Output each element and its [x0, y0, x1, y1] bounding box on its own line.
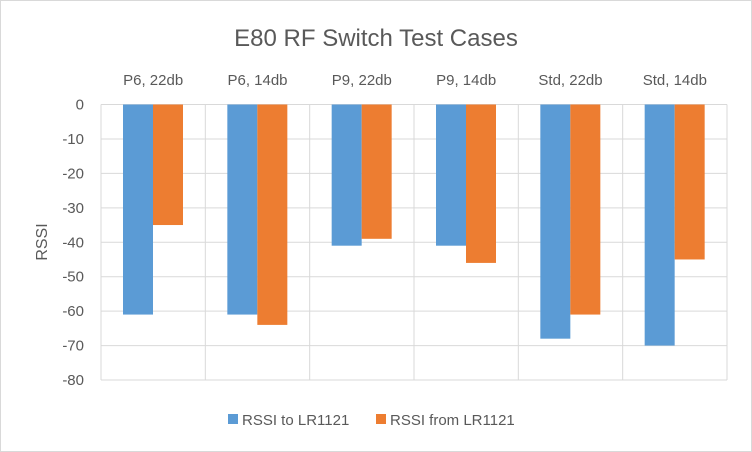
bar-rssi-to — [331, 104, 362, 246]
bar-rssi-from — [257, 104, 288, 325]
legend-label: RSSI from LR1121 — [390, 412, 515, 429]
y-tick-label: -50 — [62, 269, 84, 286]
y-tick-label: -20 — [62, 165, 84, 182]
y-tick-label: 0 — [76, 97, 84, 114]
category-label: Std, 22db — [538, 72, 602, 89]
y-tick-label: -30 — [62, 200, 84, 217]
legend-swatch — [228, 414, 238, 424]
bar-rssi-to — [540, 104, 571, 339]
bar-rssi-from — [674, 104, 705, 260]
chart-title: E80 RF Switch Test Cases — [234, 25, 518, 52]
legend-label: RSSI to LR1121 — [242, 412, 349, 429]
bar-rssi-to — [436, 104, 466, 246]
bar-rssi-to — [123, 104, 153, 315]
category-label: P9, 14db — [436, 72, 496, 89]
bar-rssi-from — [570, 104, 601, 315]
y-tick-label: -80 — [62, 372, 84, 389]
bar-rssi-from — [466, 104, 496, 263]
bar-rssi-from — [153, 104, 183, 226]
bar-rssi-from — [361, 104, 392, 239]
y-tick-label: -70 — [62, 338, 84, 355]
category-label: P9, 22db — [332, 72, 392, 89]
legend-swatch — [376, 414, 386, 424]
category-label: Std, 14db — [643, 72, 707, 89]
category-label: P6, 14db — [227, 72, 287, 89]
bar-rssi-to — [644, 104, 675, 346]
y-tick-label: -60 — [62, 303, 84, 320]
y-axis-label: RSSI — [34, 223, 51, 260]
y-tick-label: -10 — [62, 131, 84, 148]
bar-rssi-to — [227, 104, 258, 315]
category-label: P6, 22db — [123, 72, 183, 89]
y-tick-label: -40 — [62, 234, 84, 251]
